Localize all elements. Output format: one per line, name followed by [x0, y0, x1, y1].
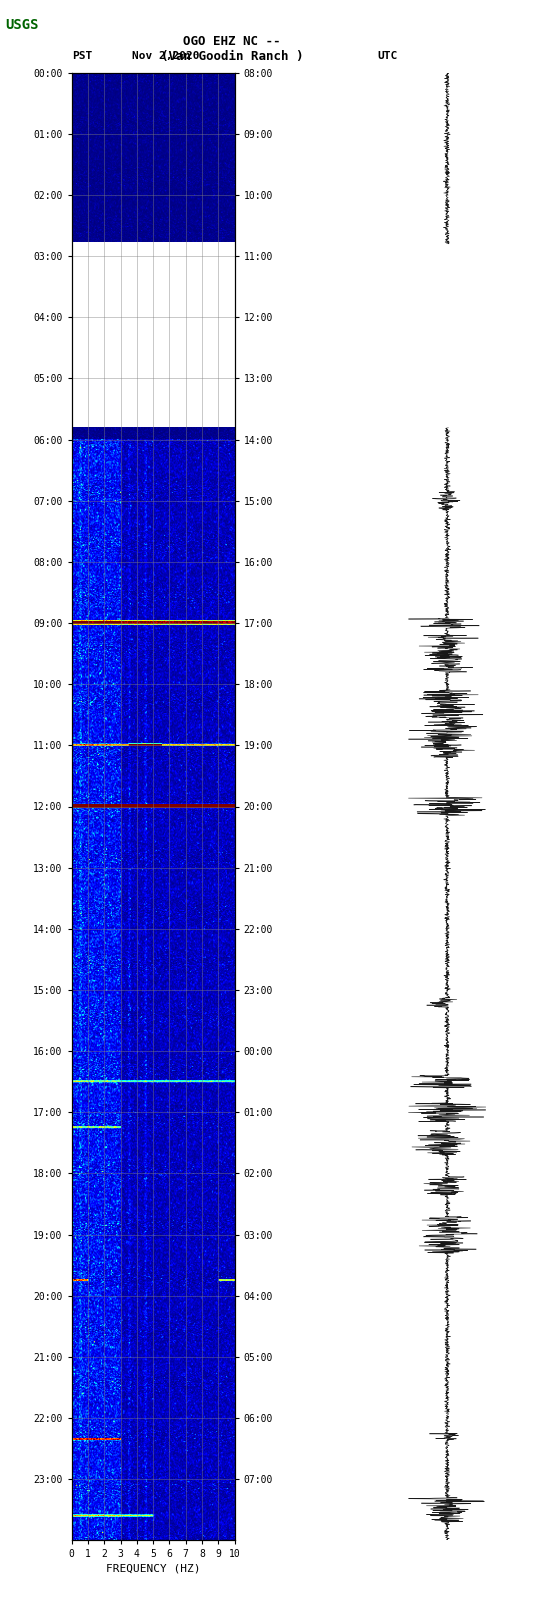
- Text: (Van Goodin Ranch ): (Van Goodin Ranch ): [161, 50, 303, 63]
- Text: USGS: USGS: [6, 18, 39, 32]
- X-axis label: FREQUENCY (HZ): FREQUENCY (HZ): [106, 1563, 200, 1574]
- Text: Nov 2,2020: Nov 2,2020: [132, 52, 200, 61]
- Text: PST: PST: [72, 52, 92, 61]
- Text: UTC: UTC: [377, 52, 397, 61]
- Text: OGO EHZ NC --: OGO EHZ NC --: [183, 35, 280, 48]
